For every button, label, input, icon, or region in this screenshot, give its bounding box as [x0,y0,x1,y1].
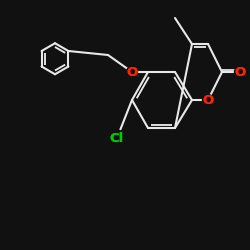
Circle shape [202,94,213,106]
Circle shape [126,66,138,78]
Circle shape [234,66,246,78]
Text: O: O [234,66,246,78]
Text: Cl: Cl [110,132,124,144]
Text: O: O [126,66,138,78]
Circle shape [109,130,125,146]
Text: O: O [126,66,138,78]
Text: O: O [202,94,213,106]
Text: Cl: Cl [110,132,124,144]
Text: O: O [234,66,246,78]
Text: O: O [202,94,213,106]
